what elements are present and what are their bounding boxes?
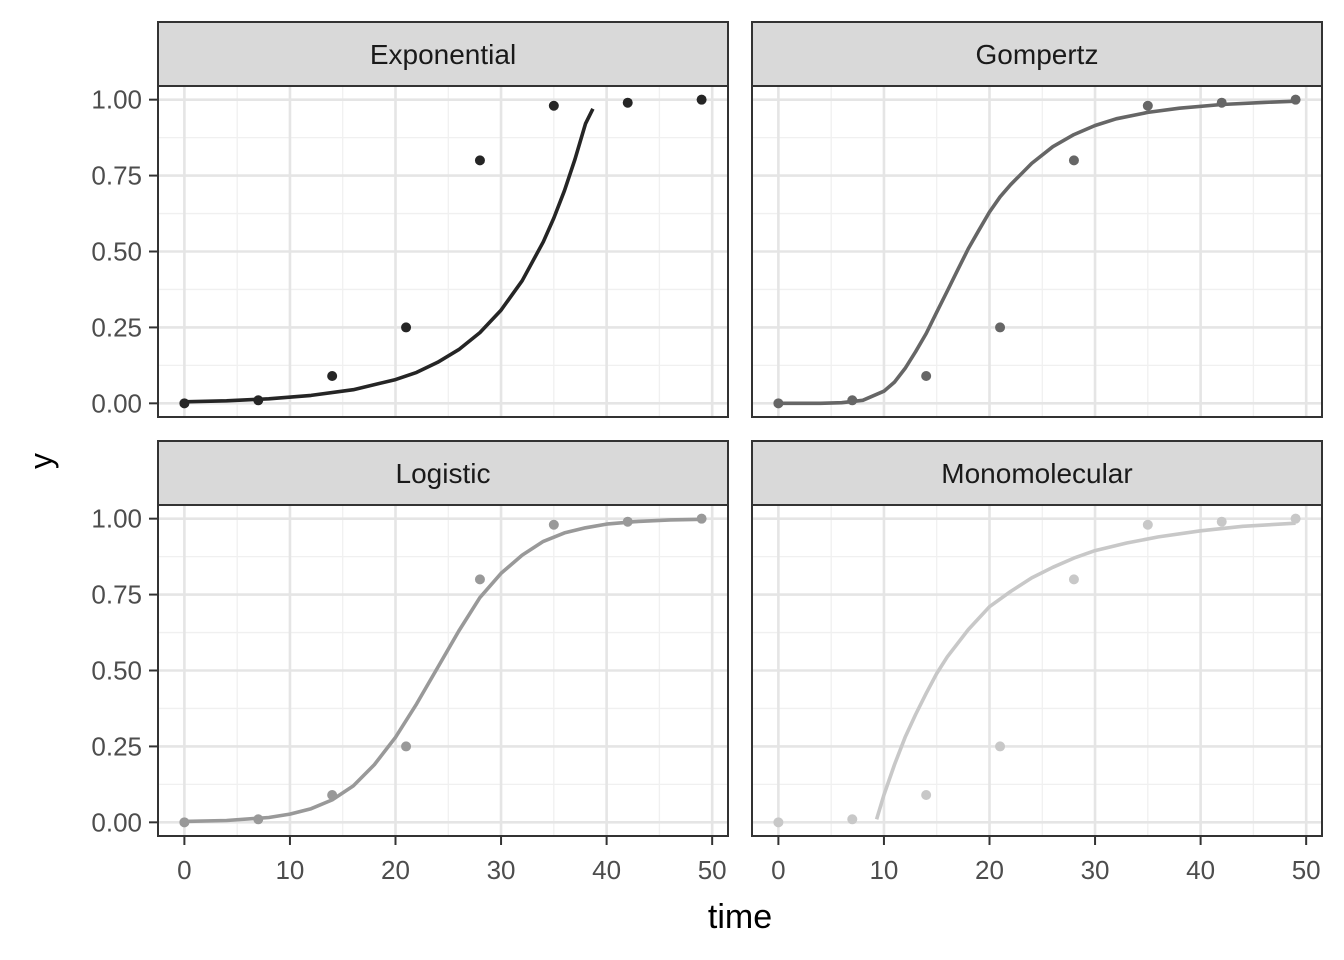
facet-strip — [157, 440, 729, 506]
x-tick-label: 50 — [1292, 855, 1321, 885]
data-point — [921, 790, 932, 801]
data-point — [474, 155, 485, 166]
data-point — [327, 371, 338, 382]
y-tick-label: 0.75 — [91, 161, 142, 191]
data-point — [1068, 155, 1079, 166]
y-tick-label: 0.75 — [91, 580, 142, 610]
data-point — [179, 398, 190, 409]
x-tick-label: 20 — [975, 855, 1004, 885]
data-point — [995, 741, 1006, 752]
x-tick-label: 30 — [487, 855, 516, 885]
y-tick-label: 0.50 — [91, 237, 142, 267]
x-tick-label: 40 — [592, 855, 621, 885]
data-point — [1216, 97, 1227, 108]
y-tick-label: 0.00 — [91, 388, 142, 418]
panel-monomolecular: Monomolecular 0 10 20 30 40 50 — [751, 440, 1323, 885]
y-tick-label: 0.00 — [91, 807, 142, 837]
facet-strip — [157, 21, 729, 87]
data-point — [622, 516, 633, 527]
panel-logistic: Logistic 0.00 0.25 0.50 0.75 1.00 0 10 20 30 40 50 — [91, 440, 729, 885]
y-tick-label: 0.50 — [91, 656, 142, 686]
y-tick-label: 0.25 — [91, 731, 142, 761]
data-point — [179, 817, 190, 828]
data-point — [696, 94, 707, 105]
data-point — [1068, 574, 1079, 585]
panel-gompertz: Gompertz — [751, 21, 1323, 418]
data-point — [1142, 519, 1153, 530]
data-point — [401, 322, 412, 333]
facet-strip-label: Exponential — [370, 39, 516, 70]
data-point — [253, 395, 264, 406]
facet-strip-label: Monomolecular — [941, 458, 1132, 489]
data-point — [995, 322, 1006, 333]
fitted-curve-logistic — [184, 517, 702, 824]
y-tick-label: 0.25 — [91, 312, 142, 342]
data-point — [847, 395, 858, 406]
x-tick-label: 20 — [381, 855, 410, 885]
data-point — [1290, 94, 1301, 105]
facet-strip — [751, 21, 1323, 87]
x-axis-label: time — [708, 898, 772, 936]
data-point — [548, 519, 559, 530]
x-tick-label: 10 — [275, 855, 304, 885]
fitted-curve-gompertz — [778, 99, 1296, 406]
data-point — [1142, 100, 1153, 111]
data-point — [253, 814, 264, 825]
fitted-curve-monomolecular — [874, 521, 1296, 820]
data-point — [401, 741, 412, 752]
facet-strip-label: Gompertz — [976, 39, 1099, 70]
data-point — [1290, 513, 1301, 524]
data-point — [847, 814, 858, 825]
y-tick-label: 1.00 — [91, 85, 142, 115]
panel-exponential: Exponential 0.00 0.25 0.50 0.75 1.00 — [91, 21, 729, 418]
fitted-curve-exponential — [184, 107, 595, 404]
x-tick-label: 0 — [177, 855, 191, 885]
x-tick-label: 30 — [1081, 855, 1110, 885]
data-point — [1216, 516, 1227, 527]
data-point — [921, 371, 932, 382]
y-tick-label: 1.00 — [91, 504, 142, 534]
data-point — [474, 574, 485, 585]
data-point — [773, 398, 784, 409]
data-point — [696, 513, 707, 524]
x-tick-label: 40 — [1186, 855, 1215, 885]
x-tick-label: 10 — [869, 855, 898, 885]
facet-strip — [751, 440, 1323, 506]
x-tick-label: 50 — [698, 855, 727, 885]
data-point — [773, 817, 784, 828]
data-point — [622, 97, 633, 108]
facet-strip-label: Logistic — [396, 458, 491, 489]
x-tick-label: 0 — [771, 855, 785, 885]
data-point — [548, 100, 559, 111]
data-point — [327, 790, 338, 801]
y-axis-label: y — [23, 453, 59, 469]
